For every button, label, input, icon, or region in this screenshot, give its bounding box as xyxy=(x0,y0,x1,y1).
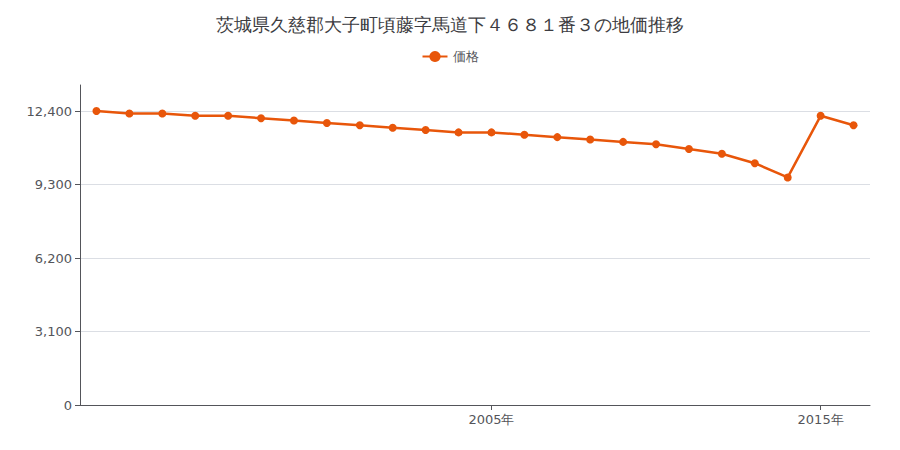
svg-text:価格: 価格 xyxy=(453,49,479,64)
svg-text:2005年: 2005年 xyxy=(468,412,514,427)
svg-text:6,200: 6,200 xyxy=(35,251,72,266)
svg-text:9,300: 9,300 xyxy=(35,177,72,192)
svg-text:12,400: 12,400 xyxy=(27,104,73,119)
svg-text:3,100: 3,100 xyxy=(35,324,72,339)
svg-text:茨城県久慈郡大子町頃藤字馬道下４６８１番３の地価推移: 茨城県久慈郡大子町頃藤字馬道下４６８１番３の地価推移 xyxy=(216,14,684,35)
svg-text:0: 0 xyxy=(64,398,72,413)
svg-text:2015年: 2015年 xyxy=(798,412,844,427)
